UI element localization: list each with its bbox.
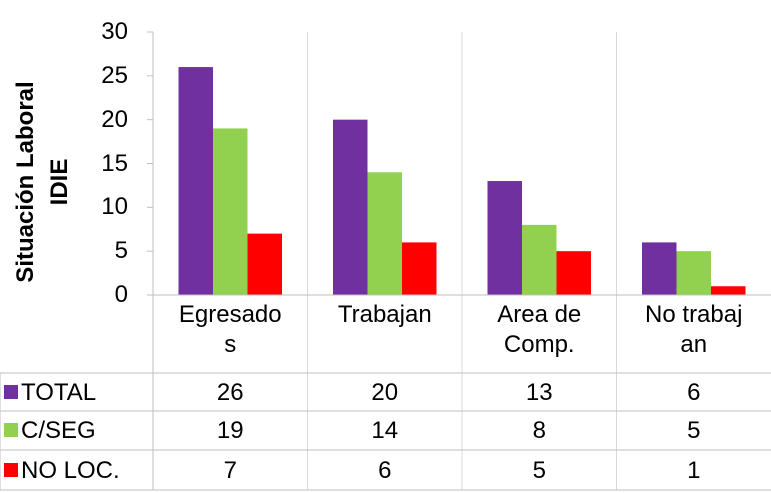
bar — [711, 286, 746, 295]
bar — [247, 233, 282, 295]
bar — [333, 119, 368, 296]
bar — [178, 67, 213, 295]
table-value: 26 — [216, 378, 244, 406]
y-axis-label: Situación Laboral IDIE — [12, 81, 73, 283]
x-tick-label: Area de Comp. — [497, 301, 582, 358]
table-value: 6 — [687, 378, 701, 406]
bar — [367, 172, 402, 295]
y-tick-label: 25 — [101, 61, 128, 89]
legend-label: NO LOC. — [21, 456, 120, 484]
table-value: 14 — [371, 417, 399, 444]
legend-key — [4, 384, 18, 399]
x-tick-label: Trabajan — [337, 301, 432, 328]
bar — [522, 224, 557, 295]
table-value: 6 — [378, 456, 392, 484]
legend-key — [4, 423, 18, 437]
legend-label: C/SEG — [21, 417, 96, 444]
x-tick-label: Egresados — [178, 301, 282, 358]
table-value: 5 — [532, 456, 546, 484]
legend-entry: TOTAL — [4, 378, 96, 407]
bar — [487, 181, 522, 295]
y-tick-label: 10 — [101, 193, 128, 221]
legend-label: TOTAL — [21, 378, 97, 406]
bar — [676, 251, 711, 295]
table-value: 7 — [223, 456, 237, 484]
y-tick-label: 30 — [101, 18, 128, 45]
bar — [642, 242, 677, 295]
legend-key — [4, 462, 18, 477]
table-value: 19 — [216, 417, 244, 444]
table-value: 13 — [525, 378, 553, 406]
table-value: 5 — [687, 417, 701, 444]
legend-entry: NO LOC. — [4, 456, 120, 485]
y-tick-label: 15 — [101, 149, 128, 177]
bar — [213, 128, 248, 295]
y-tick-label: 20 — [101, 105, 128, 133]
bar — [556, 251, 591, 295]
x-tick-label: No trabajan — [645, 301, 743, 358]
bar — [402, 242, 437, 295]
legend-entry: C/SEG — [4, 416, 96, 445]
table-value: 1 — [687, 456, 701, 484]
y-tick-label: 0 — [114, 281, 128, 308]
table-value: 20 — [371, 378, 399, 406]
table-value: 8 — [532, 417, 546, 444]
y-tick-label: 5 — [114, 237, 128, 265]
